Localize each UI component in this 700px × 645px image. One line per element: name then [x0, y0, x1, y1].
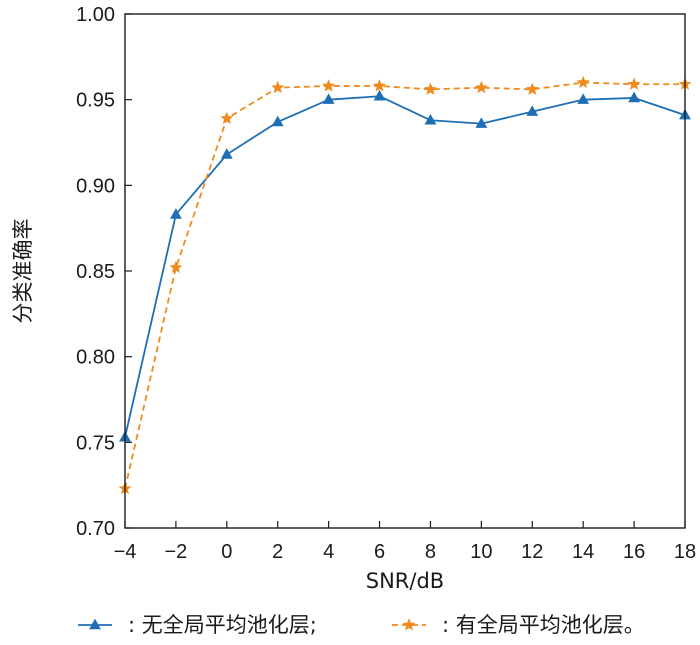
series-2-point [271, 80, 285, 94]
series-1-point [373, 89, 386, 101]
series-1-point [170, 208, 182, 219]
series-line-1 [124, 95, 686, 438]
x-tick-label: −2 [165, 541, 188, 563]
plot-frame [124, 13, 686, 529]
x-tick-label: 4 [323, 541, 334, 563]
legend-marker-2 [402, 618, 416, 631]
series-1-point [271, 115, 284, 127]
series-2-point [220, 111, 234, 125]
series-line-2 [124, 81, 685, 489]
x-tick-label: 16 [623, 541, 645, 563]
axes: −4 −2 0 2 4 6 8 10 12 14 16 18 0.70 0.75 0.80 0.85 0.90 0… [76, 4, 696, 563]
series-2-point [423, 82, 437, 95]
series-2-point [627, 77, 641, 90]
series-1-point [424, 113, 437, 125]
legend: : 无全局平均池化层; : 有全局平均池化层。 [78, 613, 645, 637]
y-tick-label: 0.90 [76, 175, 115, 197]
x-tick-label: −4 [114, 541, 137, 563]
series-1-point [526, 105, 539, 116]
x-tick-label: 12 [521, 541, 543, 563]
y-tick-label: 0.70 [76, 518, 115, 540]
legend-label-1: : 无全局平均池化层; [128, 613, 317, 637]
series-2-point [525, 82, 539, 95]
x-tick-label: 6 [374, 541, 385, 563]
y-axis-label: 分类准确率 [11, 219, 35, 324]
y-tick-label: 1.00 [76, 4, 115, 26]
x-tick-label: 8 [425, 541, 436, 563]
y-tick-label: 0.80 [76, 347, 115, 369]
series-2-point [322, 79, 336, 92]
series-2-point [373, 79, 387, 92]
series-1-point [220, 148, 233, 159]
x-tick-label: 14 [572, 541, 594, 563]
series-1-point [475, 117, 488, 128]
series-2-point [474, 80, 488, 94]
y-tick-label: 0.95 [76, 90, 115, 112]
series-2-point [576, 75, 590, 89]
plot-area [118, 75, 692, 495]
x-tick-label: 18 [674, 541, 696, 563]
x-tick-label: 10 [470, 541, 492, 563]
x-axis-label: SNR/dB [366, 569, 444, 593]
y-tick-label: 0.75 [76, 432, 115, 454]
series-2-point [169, 260, 183, 274]
series-1-point [577, 93, 590, 104]
legend-label-2: : 有全局平均池化层。 [442, 613, 645, 637]
series-1-point [322, 93, 335, 104]
series-1-point [628, 91, 640, 103]
x-tick-label: 0 [221, 541, 232, 563]
x-tick-label: 2 [272, 541, 283, 563]
y-tick-label: 0.85 [76, 261, 115, 283]
legend-marker-1 [89, 618, 101, 630]
